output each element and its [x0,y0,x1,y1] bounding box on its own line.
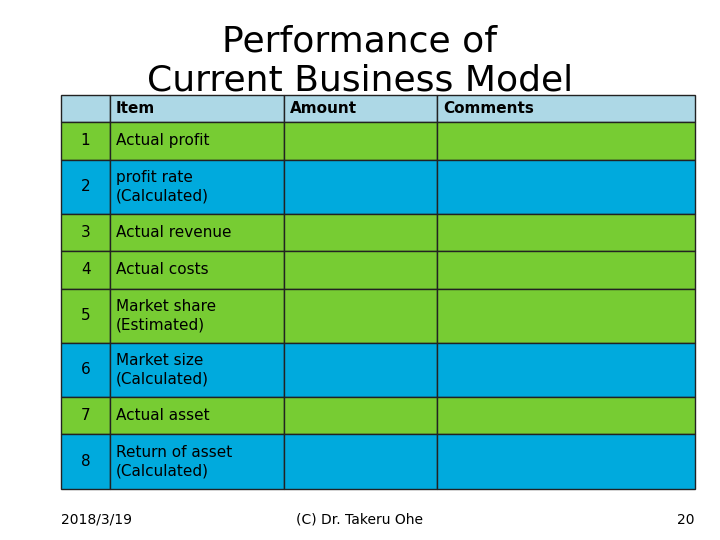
Text: Actual costs: Actual costs [116,262,208,278]
Text: 6: 6 [81,362,91,377]
Text: Return of asset
(Calculated): Return of asset (Calculated) [116,445,232,478]
Text: Actual profit: Actual profit [116,133,210,148]
Text: (C) Dr. Takeru Ohe: (C) Dr. Takeru Ohe [297,512,423,526]
Text: 5: 5 [81,308,91,323]
Text: Actual revenue: Actual revenue [116,225,231,240]
Text: Item: Item [116,101,155,116]
Text: Amount: Amount [289,101,357,116]
Text: Market share
(Estimated): Market share (Estimated) [116,299,216,332]
Text: 20: 20 [678,512,695,526]
Text: 4: 4 [81,262,91,278]
Text: Actual asset: Actual asset [116,408,210,423]
Text: 7: 7 [81,408,91,423]
Text: Market size
(Calculated): Market size (Calculated) [116,353,209,387]
Text: 2018/3/19: 2018/3/19 [61,512,132,526]
Text: 2: 2 [81,179,91,194]
Text: profit rate
(Calculated): profit rate (Calculated) [116,170,209,203]
Text: 1: 1 [81,133,91,148]
Text: 3: 3 [81,225,91,240]
Text: 8: 8 [81,454,91,469]
Text: Performance of
Current Business Model: Performance of Current Business Model [147,24,573,98]
Text: Comments: Comments [443,101,534,116]
